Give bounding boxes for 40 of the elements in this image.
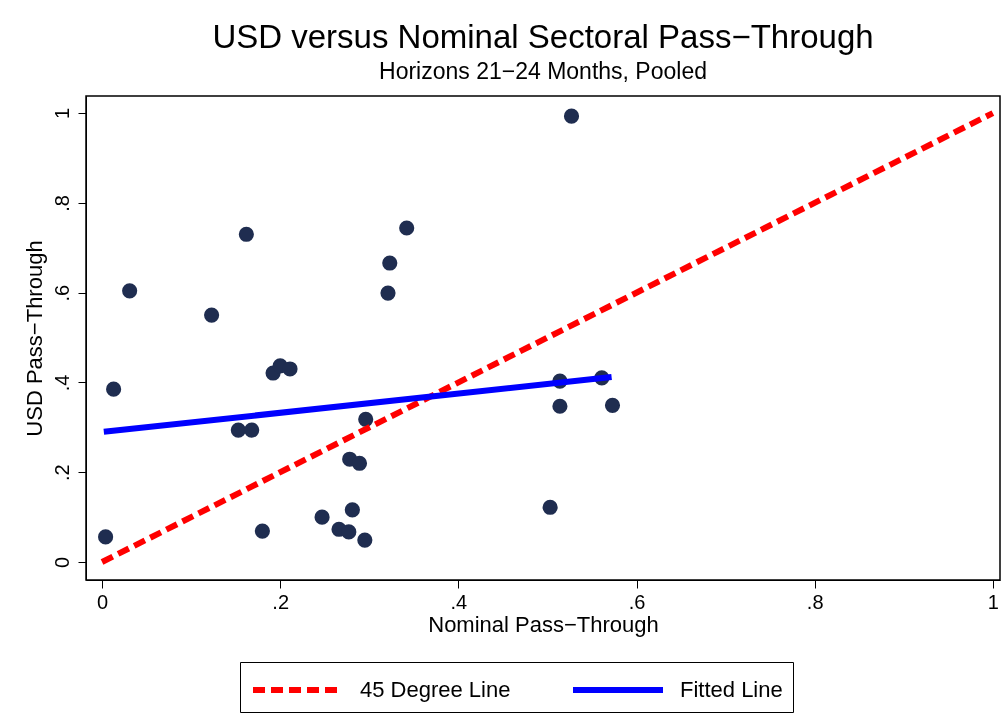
x-tick-label: 1 [987, 590, 999, 613]
y-tick-label: .6 [50, 284, 73, 302]
y-axis-title: USD Pass−Through [21, 240, 47, 437]
point [399, 220, 415, 236]
point [106, 381, 122, 397]
point [122, 283, 138, 299]
point [244, 422, 260, 438]
legend-label: Fitted Line [680, 677, 783, 702]
point [204, 307, 220, 323]
point [344, 502, 360, 518]
point [380, 285, 396, 301]
legend-label: 45 Degree Line [360, 677, 511, 702]
point [542, 499, 558, 515]
y-tick-label: .8 [50, 195, 73, 212]
point [314, 509, 330, 525]
x-tick-label: 0 [96, 590, 109, 613]
x-tick-label: .8 [806, 590, 824, 613]
x-tick-label: .4 [450, 590, 468, 613]
point [98, 529, 114, 545]
y-tick-label: .2 [50, 464, 73, 482]
point [282, 361, 298, 377]
point [357, 532, 373, 548]
y-tick-label: .4 [50, 374, 73, 392]
x-tick-label: .2 [272, 590, 290, 613]
point [382, 255, 398, 271]
point [341, 524, 357, 540]
point [230, 422, 246, 438]
point [552, 398, 568, 414]
point [238, 226, 254, 242]
point [358, 411, 374, 427]
chart-title: USD versus Nominal Sectoral Pass−Through [212, 18, 874, 55]
x-tick-label: .6 [628, 590, 646, 613]
y-tick-label: 0 [50, 556, 73, 569]
x-axis-title: Nominal Pass−Through [428, 611, 659, 637]
point [563, 108, 580, 124]
point [254, 523, 270, 539]
point [351, 455, 368, 471]
chart-subtitle: Horizons 21−24 Months, Pooled [379, 58, 707, 84]
point [604, 397, 621, 413]
y-tick-label: 1 [50, 108, 73, 120]
